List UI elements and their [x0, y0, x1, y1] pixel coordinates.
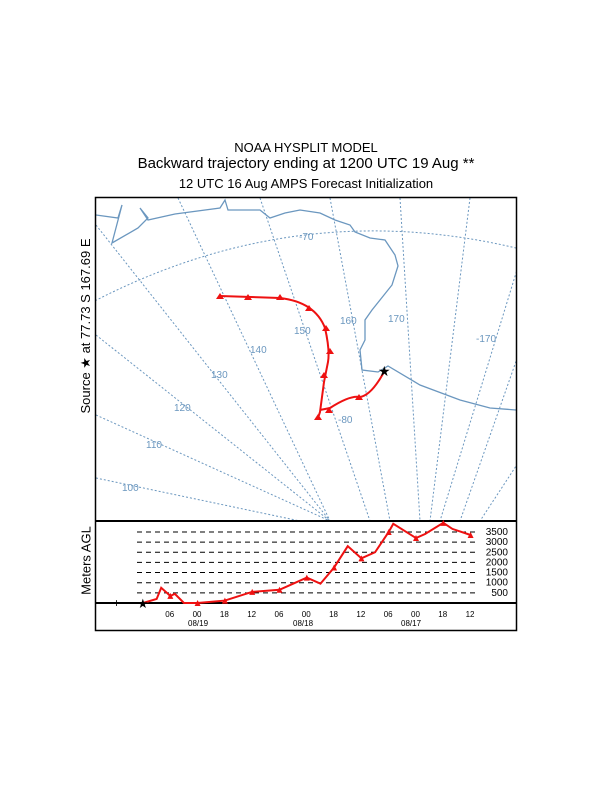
time-tick-label: 06: [275, 610, 284, 619]
time-tick-label: 00: [193, 610, 202, 619]
height-marker: [194, 600, 201, 606]
lat-label: -70: [299, 232, 314, 243]
lon-label: 130: [211, 370, 228, 381]
marker-icon: +: [113, 596, 120, 610]
height-marker: [413, 535, 419, 542]
height-marker: [221, 597, 228, 604]
level-label: 3500: [486, 527, 509, 538]
height-marker: [276, 586, 283, 593]
lon-label: 100: [122, 483, 139, 494]
lon-label: 110: [146, 440, 162, 451]
lon-label: 140: [250, 345, 267, 356]
lat-label: -80: [338, 415, 353, 426]
height-marker: [249, 588, 256, 595]
coastline: [96, 198, 516, 411]
level-label: 2000: [486, 557, 509, 568]
time-tick-label: 18: [220, 610, 229, 619]
source-star-icon: ★: [137, 596, 149, 611]
map-panel: -70 -80 100 110 120 130 140 150 160 170 …: [96, 198, 516, 521]
time-tick-label: 12: [466, 610, 475, 619]
lon-label: 150: [294, 326, 311, 337]
grid-labels: -70 -80 100 110 120 130 140 150 160 170 …: [122, 232, 496, 494]
time-tick-label: 00: [411, 610, 420, 619]
model-title: NOAA HYSPLIT MODEL: [234, 140, 378, 155]
height-marker: [467, 531, 474, 538]
height-markers: [167, 519, 474, 606]
date-label: 08/17: [401, 619, 422, 628]
level-label: 1000: [486, 578, 509, 589]
trajectory-title: Backward trajectory ending at 1200 UTC 1…: [137, 155, 475, 172]
height-marker: [167, 592, 174, 599]
lon-label: 120: [174, 403, 191, 414]
init-label: 12 UTC 16 Aug AMPS Forecast Initializati…: [178, 176, 434, 191]
time-tick-label: 12: [247, 610, 256, 619]
lon-label: 170: [388, 314, 405, 325]
level-label: 3000: [486, 537, 509, 548]
height-marker: [358, 555, 365, 562]
date-label: 08/19: [188, 619, 209, 628]
trajectory-markers: [216, 293, 363, 420]
height-profile-line: [142, 521, 471, 604]
height-marker: [303, 574, 310, 581]
time-tick-label: 06: [384, 610, 393, 619]
lon-label: 160: [340, 316, 357, 327]
time-tick-label: 00: [302, 610, 311, 619]
graticule: [96, 198, 516, 521]
frame: [94, 196, 518, 632]
level-label: 1500: [486, 568, 509, 579]
date-label: 08/18: [293, 619, 314, 628]
time-tick-label: 06: [165, 610, 174, 619]
time-tick-label: 12: [356, 610, 365, 619]
height-marker: [385, 528, 392, 535]
time-tick-label: 18: [438, 610, 447, 619]
date-labels: 08/19 08/18 08/17: [188, 619, 422, 628]
lon-label: -170: [476, 334, 496, 345]
height-marker: [440, 519, 447, 526]
height-marker: [331, 564, 338, 571]
time-ticks: 06 00 18 12 06 00 18 12 06 00 18 12: [165, 610, 475, 619]
time-tick-label: 18: [329, 610, 338, 619]
level-label: 2500: [486, 547, 509, 558]
level-label: 500: [491, 588, 508, 599]
source-star-icon: ★: [378, 363, 391, 379]
